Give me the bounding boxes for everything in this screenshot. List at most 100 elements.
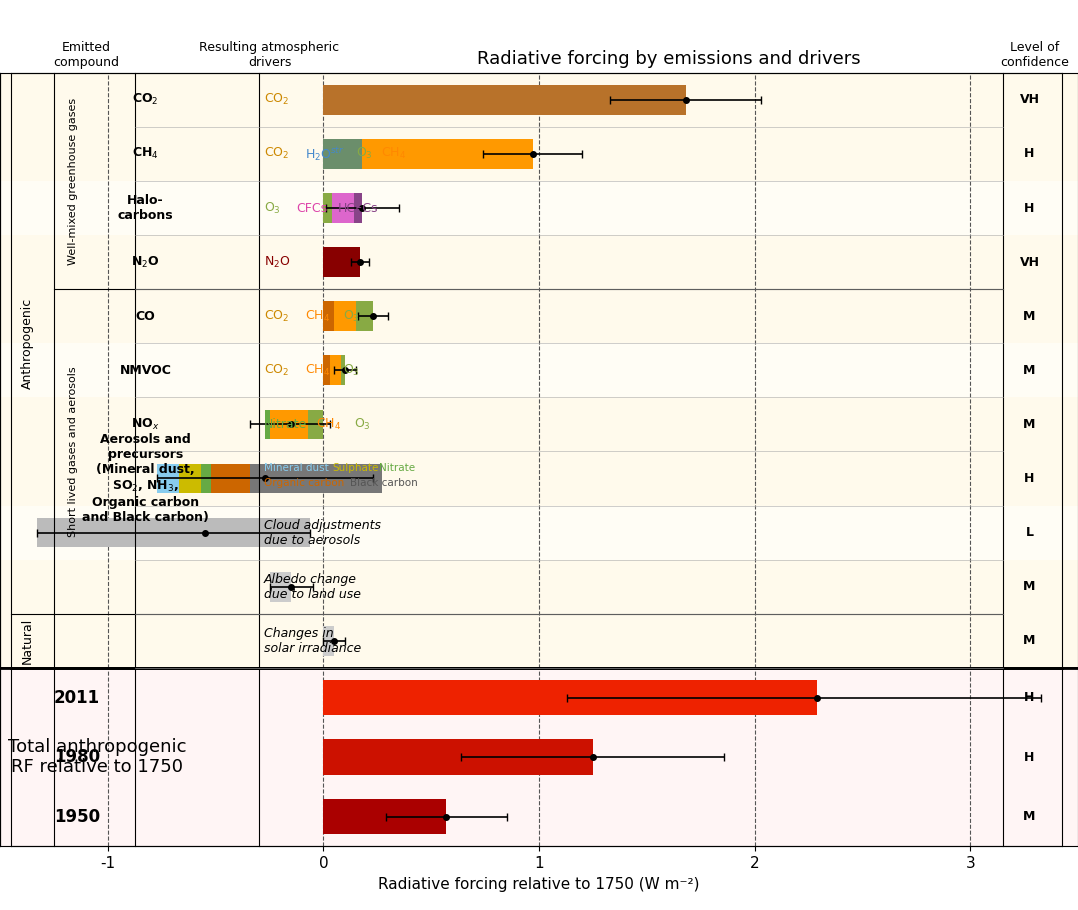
Text: M: M [1023,418,1036,431]
Text: O$_3$: O$_3$ [343,308,360,324]
Bar [0,289,1078,343]
Text: H$_2$O$^{str}$: H$_2$O$^{str}$ [305,145,345,163]
Bar [330,356,341,385]
Bar [0,506,1078,560]
Text: VH: VH [1020,256,1039,268]
Bar [211,463,250,493]
Bar [265,410,270,440]
Text: Changes in
solar irradiance: Changes in solar irradiance [264,627,361,655]
Text: Sulphate: Sulphate [332,462,378,472]
Bar [332,193,354,223]
Bar [250,463,382,493]
Bar [323,301,334,331]
Bar [308,410,323,440]
Bar [270,571,291,602]
Text: CO$_2$: CO$_2$ [264,308,289,324]
Bar [157,463,179,493]
Text: Level of
confidence: Level of confidence [1000,41,1069,69]
Text: H: H [1024,691,1035,704]
Bar [334,301,356,331]
Text: Halo-
carbons: Halo- carbons [118,194,174,222]
Bar [179,463,201,493]
Bar [0,126,1078,181]
Text: O$_3$: O$_3$ [354,417,371,432]
Text: H: H [1024,147,1035,160]
Text: CO$_2$: CO$_2$ [264,92,289,107]
Text: 2011: 2011 [54,689,100,706]
Text: Albedo change
due to land use: Albedo change due to land use [264,572,361,601]
X-axis label: Radiative forcing relative to 1750 (W m⁻²): Radiative forcing relative to 1750 (W m⁻… [378,876,700,892]
Bar [0,613,1078,668]
Text: Organic carbon: Organic carbon [264,478,344,488]
Text: CO: CO [136,309,155,323]
Bar [0,560,1078,613]
Text: Anthropogenic: Anthropogenic [20,298,33,389]
Text: Well-mixed greenhouse gases: Well-mixed greenhouse gases [68,97,79,265]
Text: Aerosols and
precursors
(Mineral dust,
SO$_2$, NH$_3$,
Organic carbon
and Black : Aerosols and precursors (Mineral dust, S… [82,433,209,523]
Bar [37,518,310,548]
Bar [323,739,593,775]
Bar [0,235,1078,289]
Text: M: M [1023,634,1036,647]
Bar [323,626,334,655]
Bar [0,787,1078,846]
Text: CH$_4$: CH$_4$ [133,147,158,161]
Text: O$_3$: O$_3$ [264,200,281,216]
Bar [0,181,1078,235]
Bar [323,139,362,169]
Text: 1950: 1950 [54,807,100,825]
Text: M: M [1023,810,1036,823]
Text: M: M [1023,581,1036,593]
Text: H: H [1024,751,1035,763]
Text: O$_3$: O$_3$ [356,147,373,161]
Text: 1980: 1980 [54,748,100,766]
Text: Black carbon: Black carbon [350,478,418,488]
Bar [323,193,332,223]
Bar [323,680,817,715]
Text: NMVOC: NMVOC [120,364,171,377]
Text: CH$_4$: CH$_4$ [381,147,405,161]
Bar [0,73,1078,126]
Text: Natural: Natural [20,618,33,664]
Bar [341,356,345,385]
Text: Radiative forcing by emissions and drivers: Radiative forcing by emissions and drive… [476,50,860,68]
Bar [0,398,1078,451]
Bar [0,727,1078,787]
Text: CH$_4$: CH$_4$ [305,308,330,324]
Text: O$_3$: O$_3$ [343,363,360,378]
Text: Nitrate: Nitrate [264,418,307,431]
Text: M: M [1023,309,1036,323]
Text: Nitrate: Nitrate [379,462,416,472]
Bar [362,139,533,169]
Bar [356,301,373,331]
Text: CH$_4$: CH$_4$ [305,363,330,378]
Bar [201,463,211,493]
Text: H: H [1024,472,1035,485]
Text: H: H [1024,201,1035,215]
Text: Total anthropogenic
RF relative to 1750: Total anthropogenic RF relative to 1750 [8,738,186,776]
Bar [323,356,330,385]
Text: VH: VH [1020,94,1039,106]
Bar [0,343,1078,398]
Bar [270,410,308,440]
Text: CO$_2$: CO$_2$ [133,92,158,107]
Text: Mineral dust: Mineral dust [264,462,329,472]
Bar [0,668,1078,727]
Text: N$_2$O: N$_2$O [132,255,160,269]
Text: Emitted
compound: Emitted compound [53,41,120,69]
Bar [354,193,362,223]
Text: N$_2$O: N$_2$O [264,255,291,269]
Text: Resulting atmospheric
drivers: Resulting atmospheric drivers [199,41,340,69]
Text: CO$_2$: CO$_2$ [264,147,289,161]
Bar [323,248,360,277]
Text: M: M [1023,364,1036,377]
Text: Short lived gases and aerosols: Short lived gases and aerosols [68,366,79,537]
Text: Cloud adjustments
due to aerosols: Cloud adjustments due to aerosols [264,519,382,547]
Bar [0,451,1078,506]
Bar [323,799,446,834]
Text: NO$_x$: NO$_x$ [132,417,160,432]
Text: CO$_2$: CO$_2$ [264,363,289,378]
Text: CFCs: CFCs [296,201,328,215]
Text: L: L [1025,526,1034,539]
Text: CH$_4$: CH$_4$ [316,417,341,432]
